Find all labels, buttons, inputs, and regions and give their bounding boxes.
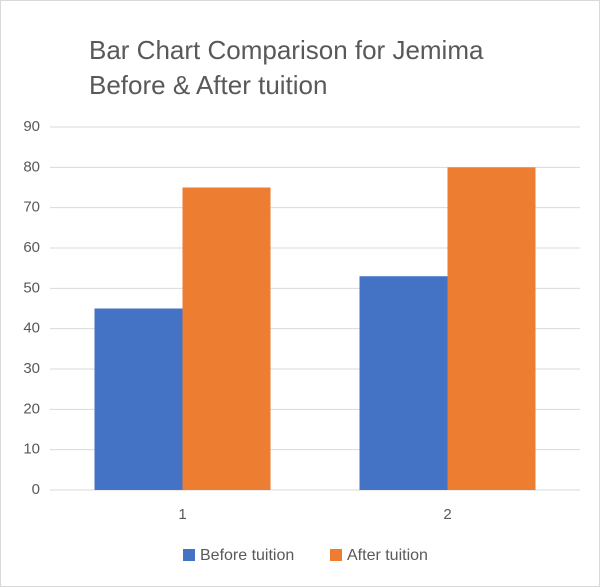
y-tick-label: 0 — [32, 481, 40, 498]
y-tick-label: 50 — [23, 279, 40, 296]
bar — [182, 187, 271, 490]
y-tick-label: 10 — [23, 441, 40, 458]
y-tick-label: 80 — [23, 158, 40, 175]
legend-swatch — [330, 549, 342, 561]
y-tick-label: 40 — [23, 320, 40, 337]
x-tick-label: 2 — [443, 506, 451, 523]
y-tick-label: 60 — [23, 239, 40, 256]
y-tick-label: 70 — [23, 199, 40, 216]
legend-swatch — [183, 549, 195, 561]
y-tick-label: 20 — [23, 400, 40, 417]
y-tick-label: 30 — [23, 360, 40, 377]
legend-label: After tuition — [347, 547, 428, 564]
chart-title: Bar Chart Comparison for Jemima — [89, 35, 484, 65]
chart-title: Before & After tuition — [89, 70, 327, 100]
y-tick-label: 90 — [23, 118, 40, 135]
bar — [94, 308, 183, 490]
bar — [447, 167, 536, 491]
bar — [359, 276, 448, 490]
legend-label: Before tuition — [200, 547, 294, 564]
x-tick-label: 1 — [178, 506, 186, 523]
